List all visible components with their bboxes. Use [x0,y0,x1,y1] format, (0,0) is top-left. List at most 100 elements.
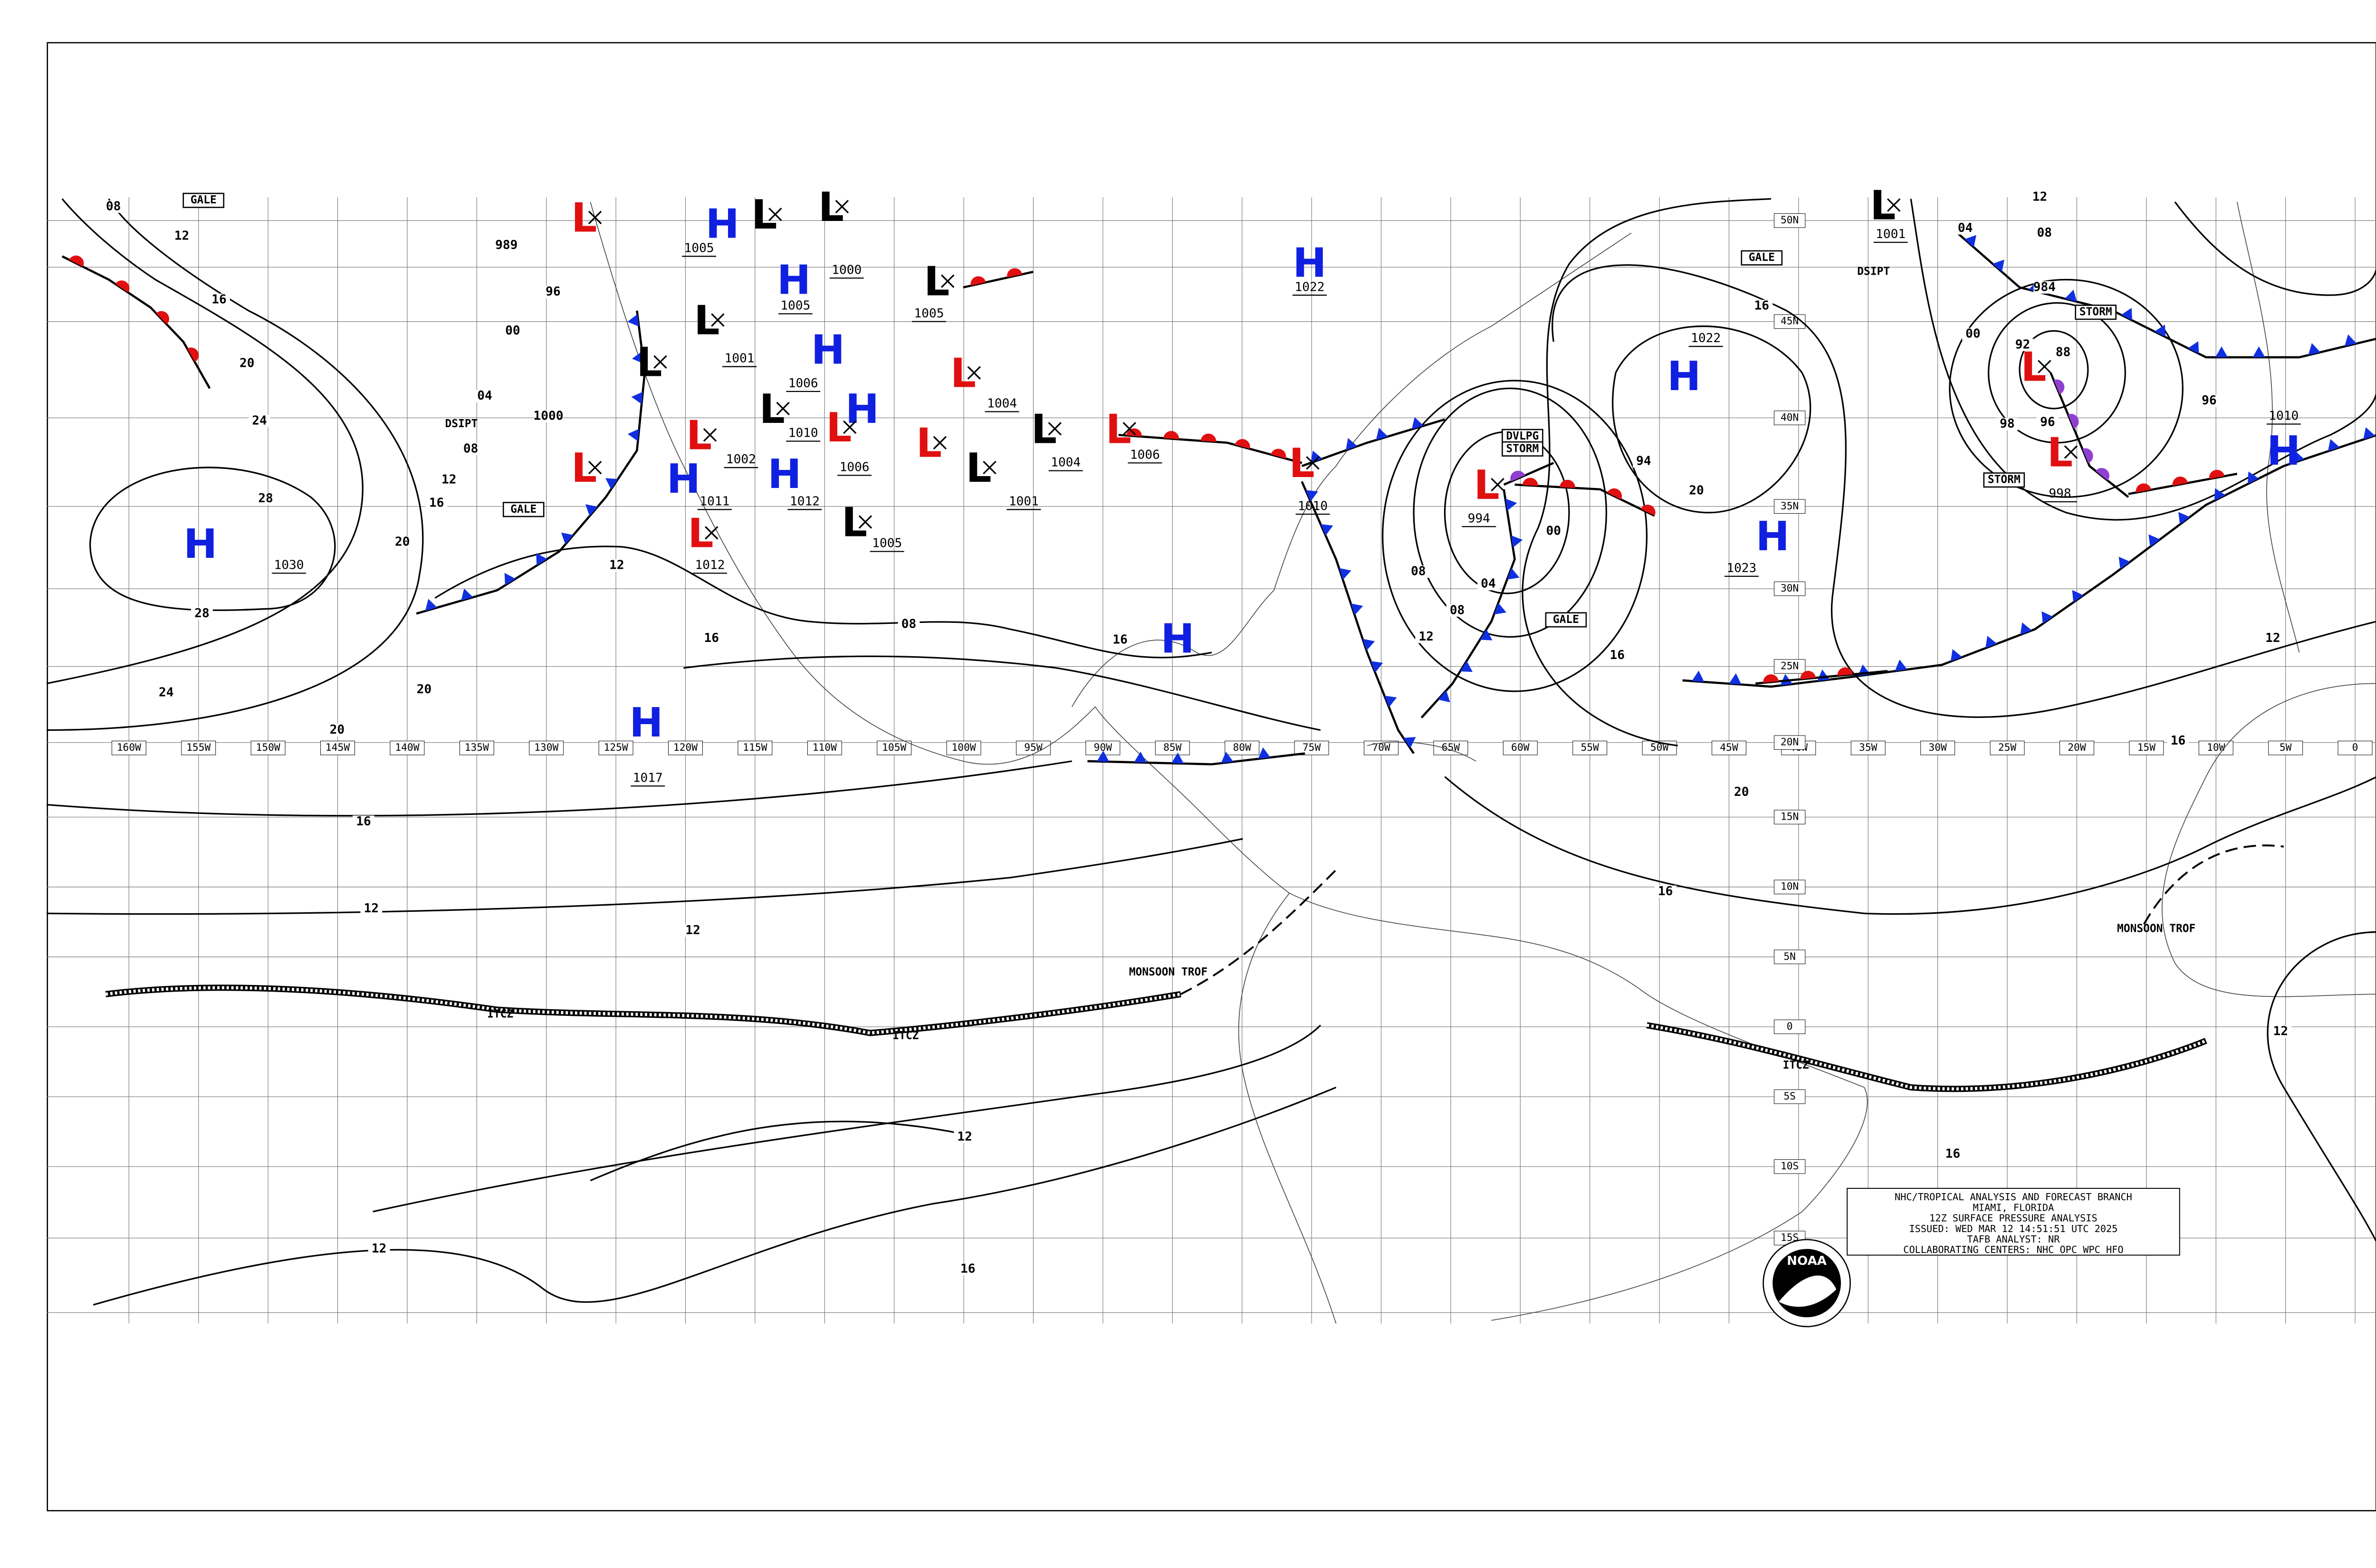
latitude-label: 10S [1781,1160,1799,1172]
isobar-label: 08 [901,617,916,631]
isobar-label-bg [1415,631,1437,643]
annotation: STORM [1506,442,1539,455]
longitude-label: 15W [2137,742,2156,754]
cold-front [416,310,646,615]
isobar-label-bg [2033,281,2056,294]
low-center: L [636,339,662,386]
annotation-box [2075,305,2117,320]
isobar-label-bg [255,492,277,505]
longitude-label-box [320,740,355,755]
cold-front-barb [1403,737,1416,748]
info-line: ISSUED: WED MAR 12 14:51:51 UTC 2025 [1909,1223,2117,1234]
low-center: L [686,412,712,459]
occluded-front-barb [2068,413,2079,429]
isobar-label-bg [353,815,374,828]
longitude-label-box [668,740,703,755]
isobar [93,1086,1337,1306]
longitude-label-box [2129,740,2164,755]
longitude-label-box [1294,740,1329,755]
longitude-label: 85W [1163,742,1182,754]
center-pressure: 1005 [872,536,902,551]
low-center: L [924,258,949,306]
cold-front-barb [585,504,598,516]
isobar-label-bg [2198,394,2220,407]
annotation: ITCZ [1783,1059,1809,1071]
latitude-label-box [1773,1159,1806,1174]
occluded-front-barb [2053,379,2065,394]
cold-front-barb [1729,673,1742,685]
low-center-x [843,420,857,434]
warm-front-barb [1200,433,1217,442]
low-center: L [751,191,777,239]
low-center: L [842,499,867,546]
isobar-label-bg [954,1131,976,1144]
cold-front-barb [1376,428,1388,440]
warm-front-barb [115,280,130,293]
cold-front-barb [631,392,643,404]
isobar-label: 16 [1945,1147,1960,1161]
cold-front-barb [1321,524,1333,536]
high-center: H [767,451,801,498]
logo-bird [1779,1275,1837,1307]
warm-front [963,270,1034,289]
cold-front-barb [2292,450,2305,463]
low-center: L [826,404,852,451]
low-center-x [940,274,955,288]
center-pressure: 1001 [1009,494,1039,508]
latitude-label-box [1773,213,1806,228]
isobar-label-bg [898,618,920,631]
low-center: L [688,510,713,557]
center-pressure: 1005 [684,241,714,256]
isobar [683,655,1321,731]
isobar [1381,380,1648,692]
center-pressure: 994 [1468,511,1490,526]
low-center: L [916,420,942,467]
cold-front-barb [1494,602,1506,615]
low-center: L [950,350,976,397]
longitude-label: 0 [2352,742,2358,754]
isobar-label-bg [2033,227,2056,239]
longitude-label-box [1712,740,1746,755]
latitude-label-box [1773,1019,1806,1034]
annotation-box [1545,612,1587,628]
isobar [2019,330,2089,410]
low-center-x [2038,360,2051,373]
warm-front-barb [1763,674,1779,683]
latitude-label: 5N [1783,951,1796,963]
isobar [89,467,336,611]
longitude-label: 150W [256,742,280,754]
isobar-label: 12 [2265,631,2280,645]
cold-front-barb [2363,427,2376,440]
longitude-label: 80W [1233,742,1251,754]
isobar-label: 20 [240,356,254,371]
warm-front-barb [1522,478,1538,486]
longitude-label-box [807,740,842,755]
isobar-label: 16 [211,292,226,306]
isobar-label: 28 [194,606,209,621]
longitude-label: 30W [1928,742,1947,754]
isobar-label-bg [474,390,496,402]
latitude-label-box [1773,1089,1806,1104]
longitude-label-box [181,740,216,755]
longitude-label: 135W [465,742,489,754]
isobar-label: 04 [1958,221,1973,235]
high-center: H [811,327,845,374]
longitude-label: 115W [743,742,767,754]
annotation-box [1502,429,1543,444]
high-center: H [1161,616,1195,663]
isobar [2267,931,2376,1243]
annotation: GALE [510,503,537,516]
isobar-label-bg [957,1262,979,1276]
isobar-label: 16 [704,631,719,645]
center-pressure: 1022 [1691,331,1721,345]
isobar [46,760,1073,817]
latitude-label-box [1773,949,1806,965]
low-center-x [776,402,790,416]
annotation: STORM [1988,474,2021,486]
warm-front-barb [1607,488,1622,500]
isobar-label-bg [1542,525,1565,538]
pressure-centers: H 1030H1017H1022H1022H1023H1010HH1005H100… [183,182,2301,787]
center-pressure: 1002 [726,452,756,467]
cold-front-barb [504,573,516,585]
latitude-label: 40N [1781,411,1799,423]
